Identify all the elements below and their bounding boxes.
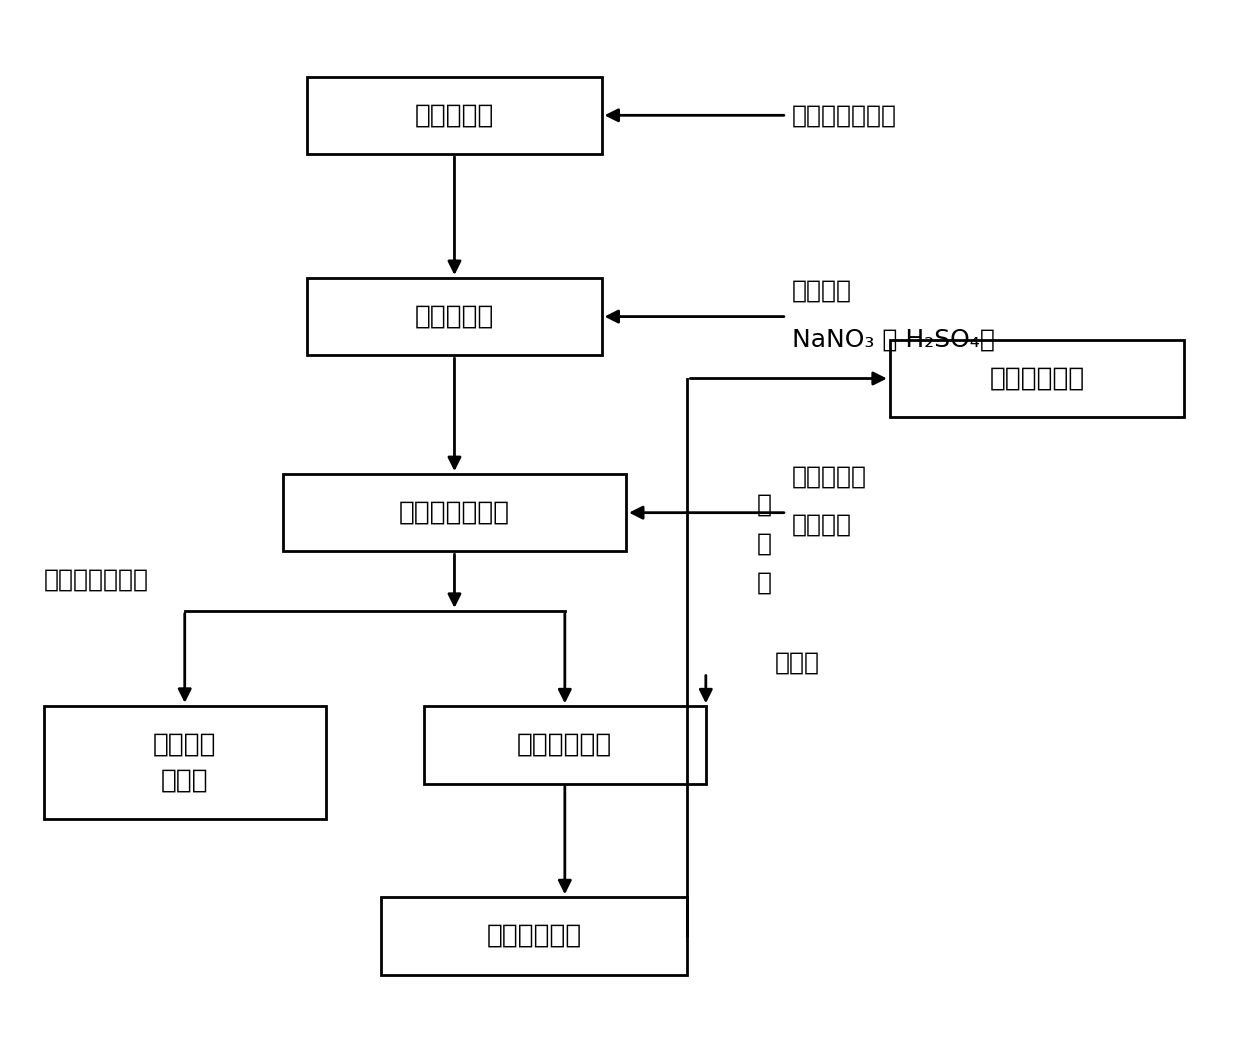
Text: 铀铼混合溶液。: 铀铼混合溶液。 [399,500,510,526]
Text: 树脂吸附。: 树脂吸附。 [415,103,495,129]
Text: 铼酸钾产品。: 铼酸钾产品。 [990,365,1085,391]
Text: 含铼吸附尾液。: 含铼吸附尾液。 [791,104,897,128]
Text: 饱和树脂。: 饱和树脂。 [415,303,495,329]
Bar [283,474,626,551]
Bar [43,706,326,819]
Text: 含铀萃余
水相。: 含铀萃余 水相。 [153,731,217,794]
Text: NaNO₃ 和 H₂SO₄。: NaNO₃ 和 H₂SO₄。 [791,327,994,351]
Bar [308,278,601,356]
Text: 萃取剂。: 萃取剂。 [791,514,852,537]
Text: 多段逆流萃取。: 多段逆流萃取。 [43,568,149,592]
Bar [890,340,1184,417]
Text: 双叔胺类。: 双叔胺类。 [791,464,867,488]
Text: 含铼有机相。: 含铼有机相。 [517,732,613,758]
Bar [381,897,687,975]
Bar [424,706,706,783]
Text: 氯
化
钾: 氯 化 钾 [758,493,773,595]
Text: 含铼产品液。: 含铼产品液。 [486,923,582,949]
Text: 淋洗剂。: 淋洗剂。 [791,279,852,302]
Bar [308,76,601,154]
Text: 氨水。: 氨水。 [775,651,820,675]
